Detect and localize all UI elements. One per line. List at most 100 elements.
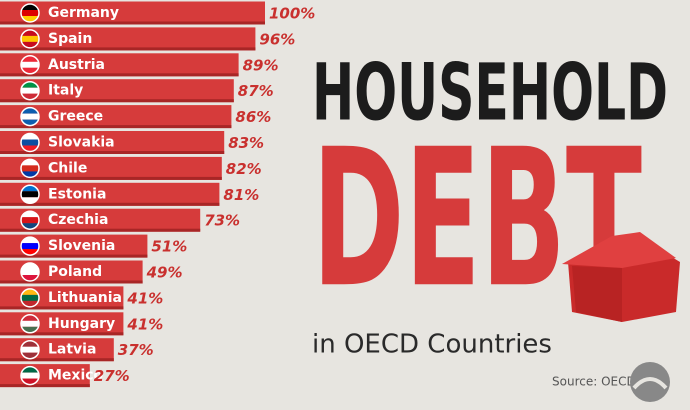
bar-shade <box>0 332 124 336</box>
bar <box>0 53 239 77</box>
flag-stripe <box>21 159 39 166</box>
bar <box>0 79 234 103</box>
flag-stripe <box>21 87 39 94</box>
flag-stripe <box>21 314 39 321</box>
category-label: Lithuania <box>48 290 122 306</box>
bar-shade <box>0 202 220 206</box>
flag-stripe <box>21 113 39 120</box>
bar <box>0 208 201 232</box>
bar <box>0 1 265 25</box>
flag-ring <box>20 106 40 127</box>
bar-shade <box>0 254 148 258</box>
flag-stripe <box>21 223 39 230</box>
flag-ring <box>20 365 40 386</box>
flag-ring <box>20 210 40 230</box>
bar <box>0 27 256 51</box>
flag-stripe <box>21 119 39 126</box>
bar-shade <box>0 151 225 154</box>
flag-stripe <box>21 191 39 198</box>
bar <box>0 156 222 180</box>
value-label: 82% <box>226 160 262 178</box>
bar-shade <box>0 358 114 362</box>
bar-shade <box>0 21 265 25</box>
value-label: 49% <box>146 264 183 282</box>
flag-stripe <box>21 35 39 42</box>
category-label: Austria <box>48 57 105 73</box>
bar-shade <box>0 306 124 310</box>
value-label: 51% <box>151 238 187 256</box>
category-label: Chile <box>48 160 87 176</box>
flag-ring <box>20 158 40 179</box>
flag-stripe <box>21 165 39 172</box>
bar-shade <box>0 47 256 51</box>
flag <box>20 288 40 308</box>
category-label: Spain <box>48 31 92 47</box>
flag-stripe <box>21 10 39 16</box>
flag-ring <box>20 288 40 308</box>
bar-shade <box>0 125 232 129</box>
category-label: Greece <box>48 109 103 125</box>
flag <box>20 210 40 230</box>
flag <box>20 55 40 75</box>
flag-ring <box>20 80 40 101</box>
flag <box>20 339 40 360</box>
flag-ring <box>20 55 40 75</box>
category-label: Poland <box>48 264 102 280</box>
flag-ring <box>20 3 40 23</box>
value-label: 96% <box>259 30 295 48</box>
category-label: Slovenia <box>48 238 115 254</box>
value-label: 87% <box>238 82 274 100</box>
flag-stripe <box>21 300 39 307</box>
flag <box>20 158 40 179</box>
bar <box>0 131 225 154</box>
flag-stripe <box>21 211 39 218</box>
bar-shade <box>0 384 90 388</box>
flag-ring <box>20 29 40 49</box>
category-label: Italy <box>48 83 83 99</box>
flag-stripe <box>21 288 39 295</box>
flag-stripe <box>21 263 39 269</box>
flag-stripe <box>21 269 39 275</box>
flag <box>20 365 40 386</box>
flag <box>20 106 40 127</box>
value-label: 73% <box>204 212 240 230</box>
flag-stripe <box>21 67 39 74</box>
flag-stripe <box>21 197 39 204</box>
flag-stripe <box>21 275 39 281</box>
flag-ring <box>20 262 40 282</box>
flag-stripe <box>21 243 39 250</box>
value-label: 41% <box>126 315 163 333</box>
flag-stripe <box>21 378 39 385</box>
value-label: 27% <box>94 367 130 385</box>
flag-stripe <box>21 29 39 36</box>
flag-stripe <box>21 41 39 48</box>
flag-stripe <box>21 249 39 256</box>
flag-stripe <box>21 55 39 62</box>
category-label: Germany <box>48 5 119 21</box>
value-label: 86% <box>235 108 271 126</box>
flag-stripe <box>21 61 39 68</box>
value-label: 81% <box>223 186 259 204</box>
logo <box>630 362 670 402</box>
flag-stripe <box>21 340 39 347</box>
bar <box>0 182 220 206</box>
flag-stripe <box>21 16 39 22</box>
value-label: 100% <box>269 5 315 23</box>
flag-stripe <box>21 372 39 379</box>
source: Source: OECD <box>552 375 636 389</box>
flag <box>20 236 40 256</box>
bar <box>0 105 232 129</box>
flag-stripe <box>21 237 39 244</box>
flag-stripe <box>21 294 39 301</box>
value-label: 41% <box>126 289 163 307</box>
subtitle: in OECD Countries <box>312 330 552 360</box>
flag-ring <box>20 184 40 205</box>
bar-shade <box>0 99 234 103</box>
flag-stripe <box>21 93 39 100</box>
flag <box>20 314 40 334</box>
bar-shade <box>0 280 143 284</box>
category-label: Czechia <box>48 212 108 228</box>
title-line: HOUSEHOLD <box>312 48 668 138</box>
flag-ring <box>20 314 40 334</box>
